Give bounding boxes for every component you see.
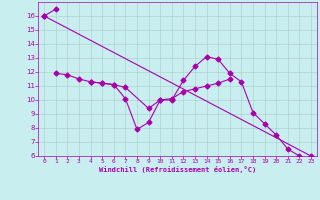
X-axis label: Windchill (Refroidissement éolien,°C): Windchill (Refroidissement éolien,°C) [99,166,256,173]
